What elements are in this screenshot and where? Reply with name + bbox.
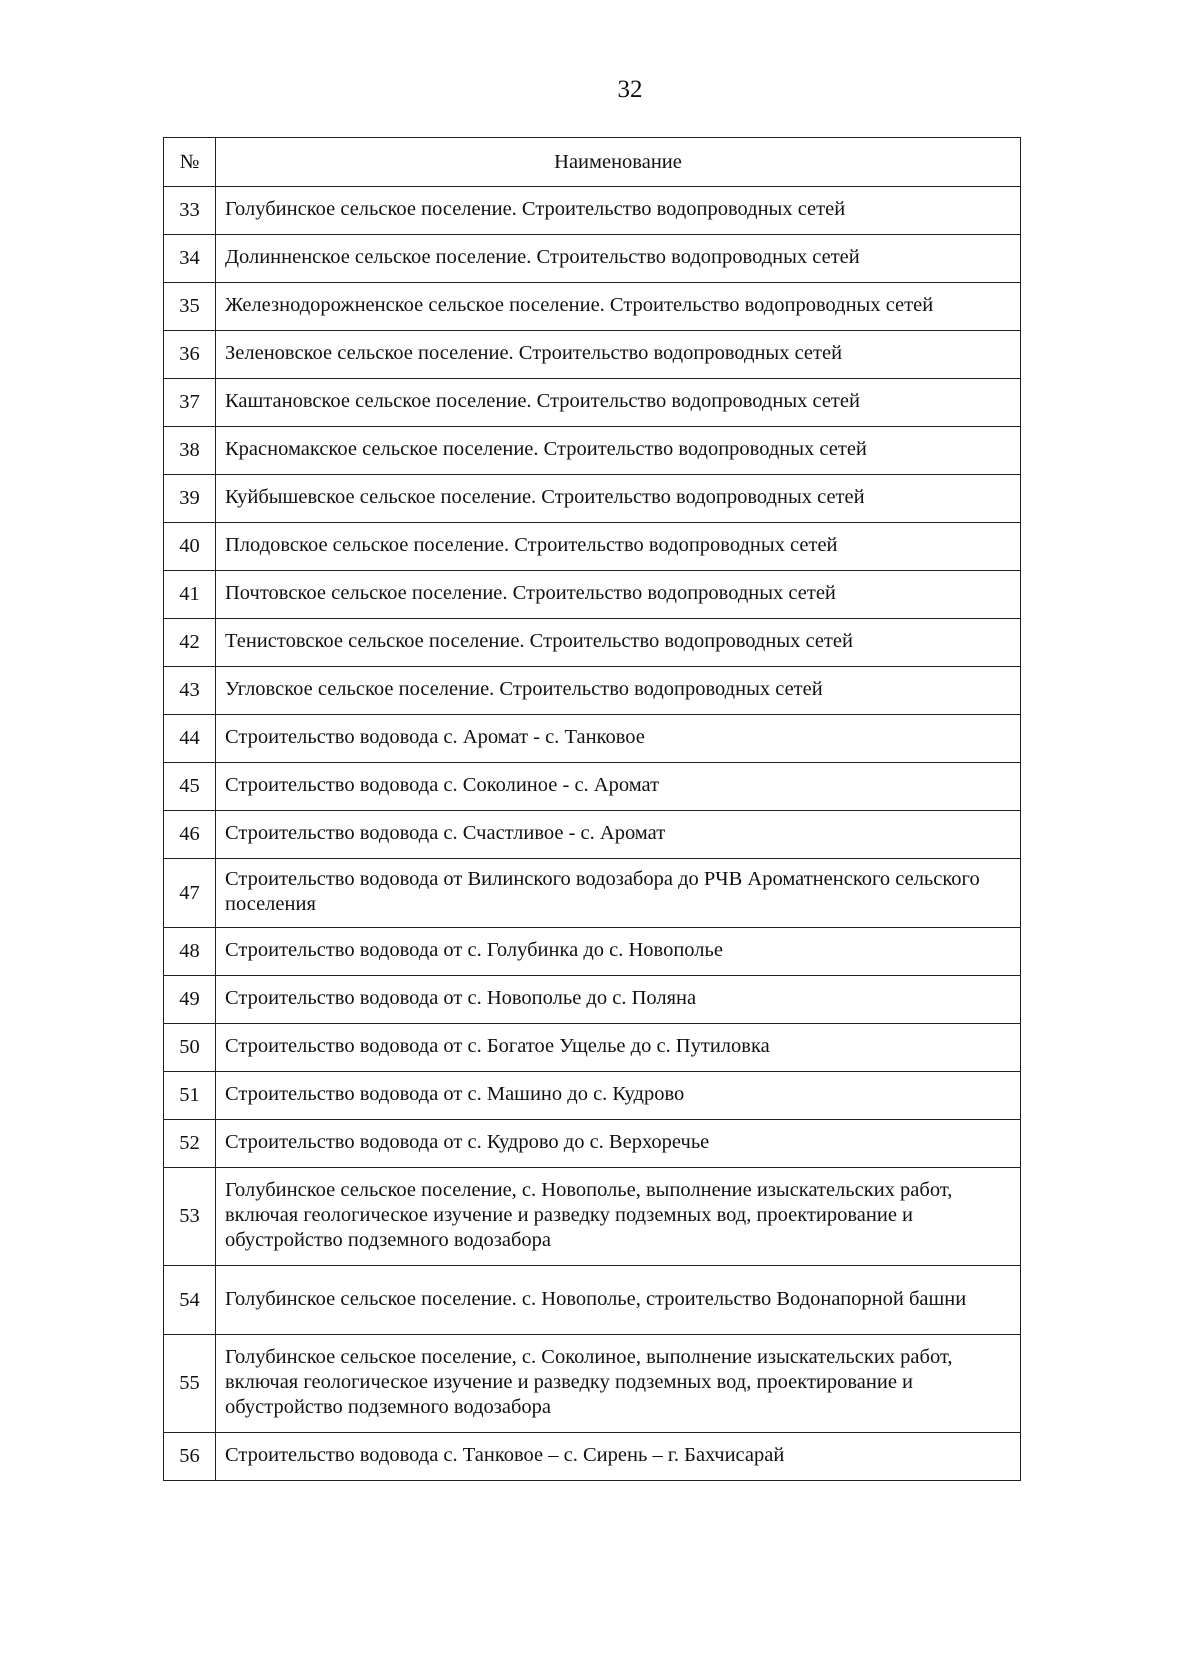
row-number: 44 xyxy=(163,714,216,763)
table-row: 38 Красномакское сельское поселение. Стро… xyxy=(163,426,1021,475)
table-row: 39 Куйбышевское сельское поселение. Строи… xyxy=(163,474,1021,523)
table-row: 46 Строительство водовода с. Счастливое -… xyxy=(163,810,1021,859)
row-name: Строительство водовода от с. Богатое Уще… xyxy=(215,1023,1021,1072)
row-number: 48 xyxy=(163,927,216,976)
row-number: 56 xyxy=(163,1432,216,1481)
row-number: 49 xyxy=(163,975,216,1024)
row-number: 33 xyxy=(163,186,216,235)
row-name: Строительство водовода от Вилинского вод… xyxy=(215,858,1021,928)
row-number: 46 xyxy=(163,810,216,859)
row-name: Строительство водовода с. Соколиное - с.… xyxy=(215,762,1021,811)
row-number: 34 xyxy=(163,234,216,283)
table-row: 51 Строительство водовода от с. Машино до… xyxy=(163,1071,1021,1120)
row-name: Угловское сельское поселение. Строительс… xyxy=(215,666,1021,715)
row-number: 41 xyxy=(163,570,216,619)
table-row: 44 Строительство водовода с. Аромат - с. … xyxy=(163,714,1021,763)
table-row: 45 Строительство водовода с. Соколиное - … xyxy=(163,762,1021,811)
row-number: 50 xyxy=(163,1023,216,1072)
table-row: 54 Голубинское сельское поселение. с. Нов… xyxy=(163,1265,1021,1335)
table-row: 48 Строительство водовода от с. Голубинка… xyxy=(163,927,1021,976)
row-name: Каштановское сельское поселение. Строите… xyxy=(215,378,1021,427)
row-name: Строительство водовода с. Аромат - с. Та… xyxy=(215,714,1021,763)
table-row: 55 Голубинское сельское поселение, с. Сок… xyxy=(163,1334,1021,1433)
row-number: 43 xyxy=(163,666,216,715)
row-name: Строительство водовода от с. Кудрово до … xyxy=(215,1119,1021,1168)
table-row: 41 Почтовское сельское поселение. Строите… xyxy=(163,570,1021,619)
row-name: Железнодорожненское сельское поселение. … xyxy=(215,282,1021,331)
row-number: 47 xyxy=(163,858,216,928)
table-row: 42 Тенистовское сельское поселение. Строи… xyxy=(163,618,1021,667)
row-name: Голубинское сельское поселение. Строител… xyxy=(215,186,1021,235)
table-row: 50 Строительство водовода от с. Богатое У… xyxy=(163,1023,1021,1072)
row-number: 40 xyxy=(163,522,216,571)
row-name: Голубинское сельское поселение, с. Новоп… xyxy=(215,1167,1021,1266)
row-name: Строительство водовода от с. Голубинка д… xyxy=(215,927,1021,976)
table-header-row: № Наименование xyxy=(163,137,1021,187)
header-number: № xyxy=(163,137,216,187)
row-number: 54 xyxy=(163,1265,216,1335)
table-row: 53 Голубинское сельское поселение, с. Нов… xyxy=(163,1167,1021,1266)
row-name: Долинненское сельское поселение. Строите… xyxy=(215,234,1021,283)
row-number: 52 xyxy=(163,1119,216,1168)
table-row: 43 Угловское сельское поселение. Строител… xyxy=(163,666,1021,715)
table-row: 49 Строительство водовода от с. Новополье… xyxy=(163,975,1021,1024)
table-row: 33 Голубинское сельское поселение. Строит… xyxy=(163,186,1021,235)
table-row: 36 Зеленовское сельское поселение. Строит… xyxy=(163,330,1021,379)
header-name: Наименование xyxy=(215,137,1021,187)
row-number: 37 xyxy=(163,378,216,427)
row-name: Красномакское сельское поселение. Строит… xyxy=(215,426,1021,475)
row-number: 39 xyxy=(163,474,216,523)
row-name: Строительство водовода с. Счастливое - с… xyxy=(215,810,1021,859)
row-number: 35 xyxy=(163,282,216,331)
row-name: Голубинское сельское поселение, с. Сокол… xyxy=(215,1334,1021,1433)
table-row: 37 Каштановское сельское поселение. Строи… xyxy=(163,378,1021,427)
row-name: Почтовское сельское поселение. Строитель… xyxy=(215,570,1021,619)
row-name: Тенистовское сельское поселение. Строите… xyxy=(215,618,1021,667)
row-number: 38 xyxy=(163,426,216,475)
row-name: Голубинское сельское поселение. с. Новоп… xyxy=(215,1265,1021,1335)
row-number: 51 xyxy=(163,1071,216,1120)
row-name: Строительство водовода от с. Машино до с… xyxy=(215,1071,1021,1120)
table-row: 35 Железнодорожненское сельское поселение… xyxy=(163,282,1021,331)
table-row: 56 Строительство водовода с. Танковое – с… xyxy=(163,1432,1021,1481)
table-row: 34 Долинненское сельское поселение. Строи… xyxy=(163,234,1021,283)
projects-table: № Наименование 33 Голубинское сельское по… xyxy=(163,137,1021,1481)
row-name: Куйбышевское сельское поселение. Строите… xyxy=(215,474,1021,523)
row-name: Зеленовское сельское поселение. Строител… xyxy=(215,330,1021,379)
row-number: 36 xyxy=(163,330,216,379)
row-number: 42 xyxy=(163,618,216,667)
row-name: Строительство водовода с. Танковое – с. … xyxy=(215,1432,1021,1481)
table-row: 52 Строительство водовода от с. Кудрово д… xyxy=(163,1119,1021,1168)
row-name: Плодовское сельское поселение. Строитель… xyxy=(215,522,1021,571)
page-number: 32 xyxy=(617,76,643,103)
table-row: 40 Плодовское сельское поселение. Строите… xyxy=(163,522,1021,571)
table-row: 47 Строительство водовода от Вилинского в… xyxy=(163,858,1021,928)
row-number: 55 xyxy=(163,1334,216,1433)
row-number: 53 xyxy=(163,1167,216,1266)
row-number: 45 xyxy=(163,762,216,811)
row-name: Строительство водовода от с. Новополье д… xyxy=(215,975,1021,1024)
